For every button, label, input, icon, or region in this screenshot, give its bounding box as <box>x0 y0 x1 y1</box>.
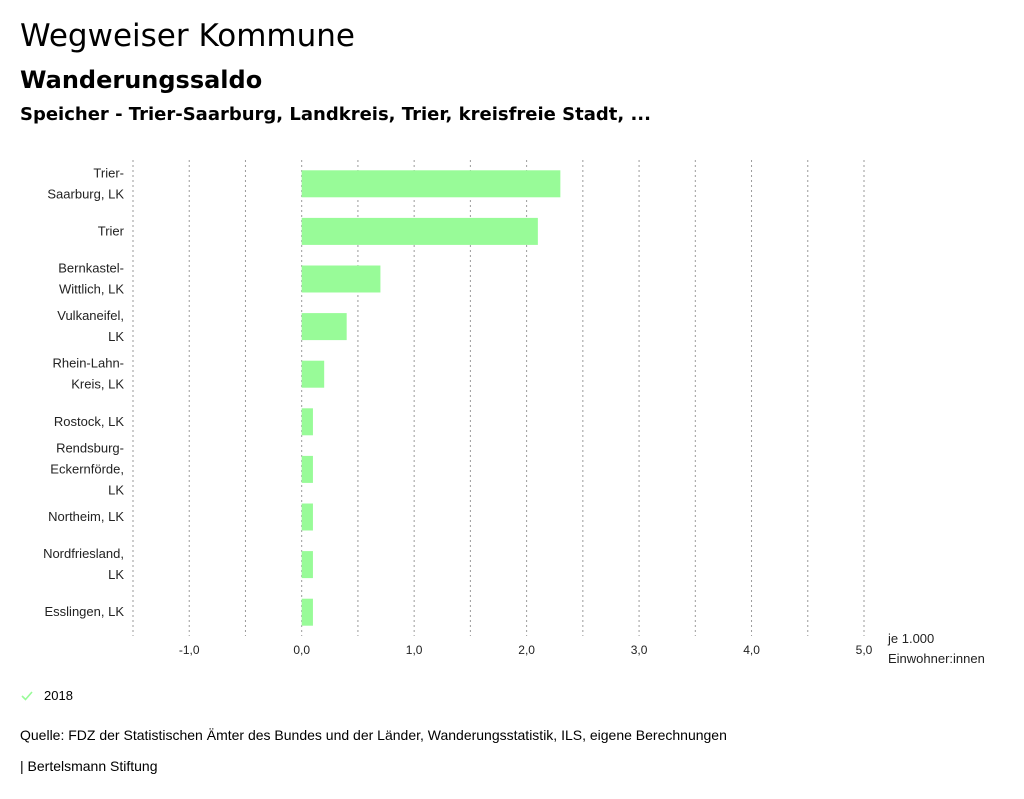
category-label: Bernkastel-Wittlich, LK <box>58 261 124 297</box>
x-tick-label: 0,0 <box>293 643 310 657</box>
bar-3 <box>301 265 381 293</box>
category-label: Nordfriesland, LK <box>43 546 124 582</box>
legend-label: 2018 <box>44 688 73 703</box>
x-axis-label: je 1.000 Einwohner:innen <box>887 631 985 666</box>
bar-2 <box>301 217 538 245</box>
bar-4 <box>301 313 347 341</box>
x-tick-label: 4,0 <box>743 643 760 657</box>
credit-note: | Bertelsmann Stiftung <box>20 758 158 774</box>
legend[interactable]: 2018 <box>20 688 73 703</box>
region-context: Speicher - Trier-Saarburg, Landkreis, Tr… <box>20 104 651 125</box>
category-label: Rendsburg-Eckernförde, LK <box>50 440 124 497</box>
x-tick-label: 2,0 <box>518 643 535 657</box>
chart-subtitle: Wanderungssaldo <box>20 66 263 94</box>
bar-6 <box>301 408 313 436</box>
bar-1 <box>301 170 561 198</box>
check-icon <box>21 690 33 701</box>
bar-8 <box>301 503 313 531</box>
category-label: Trier <box>98 223 125 238</box>
bar-10 <box>301 598 313 626</box>
x-tick-label: 3,0 <box>631 643 648 657</box>
source-note: Quelle: FDZ der Statistischen Ämter des … <box>20 727 727 743</box>
category-label: Rhein-Lahn-Kreis, LK <box>52 356 124 392</box>
x-tick-label: -1,0 <box>179 643 200 657</box>
bar-7 <box>301 455 313 483</box>
category-label: Vulkaneifel, LK <box>57 308 124 344</box>
bar-chart: Trier-Saarburg, LK Trier Bernkastel-Wittli… <box>43 160 985 666</box>
bar-5 <box>301 360 325 388</box>
bar-9 <box>301 551 313 579</box>
category-label: Esslingen, LK <box>45 604 125 619</box>
x-tick-label: 1,0 <box>406 643 423 657</box>
x-tick-label: 5,0 <box>856 643 873 657</box>
category-label: Rostock, LK <box>54 414 124 429</box>
category-label: Trier-Saarburg, LK <box>47 165 124 201</box>
category-label: Northeim, LK <box>48 509 124 524</box>
chart-title: Wegweiser Kommune <box>20 18 355 54</box>
